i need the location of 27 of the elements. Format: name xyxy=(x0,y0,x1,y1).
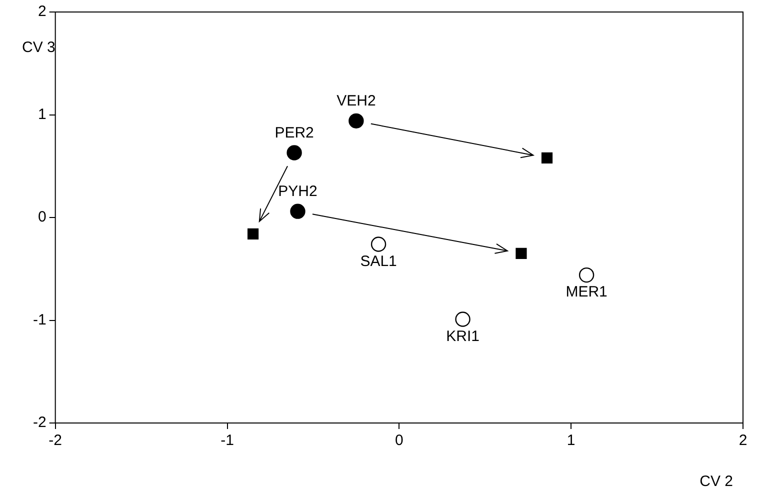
y-tick-label: -2 xyxy=(32,414,46,432)
y-tick-label: 1 xyxy=(38,106,46,123)
y-tick-label: 2 xyxy=(38,3,46,20)
x-tick-label: -1 xyxy=(220,432,234,450)
x-tick-label: -2 xyxy=(48,432,62,450)
x-axis-title: CV 2 xyxy=(700,473,733,490)
y-tick-label: -1 xyxy=(32,311,46,328)
annotation: MER1 xyxy=(566,284,608,301)
annotation: VEH2 xyxy=(336,92,376,110)
point xyxy=(286,145,302,160)
point xyxy=(348,113,364,129)
annotation: SAL1 xyxy=(360,252,397,270)
point xyxy=(578,267,594,283)
annotation: PYH2 xyxy=(278,182,318,200)
point xyxy=(455,312,470,327)
y-tick-label: 0 xyxy=(38,208,46,226)
point xyxy=(370,236,386,252)
annotation: KRI1 xyxy=(446,328,480,345)
point xyxy=(290,204,306,219)
annotation: PER2 xyxy=(274,124,314,142)
point xyxy=(516,248,527,260)
y-axis-title: CV 3 xyxy=(22,39,56,56)
x-tick-label: 1 xyxy=(566,432,576,450)
x-tick-label: 0 xyxy=(394,432,404,450)
x-tick-label: 2 xyxy=(738,432,748,450)
point xyxy=(247,228,259,240)
point xyxy=(541,152,553,164)
